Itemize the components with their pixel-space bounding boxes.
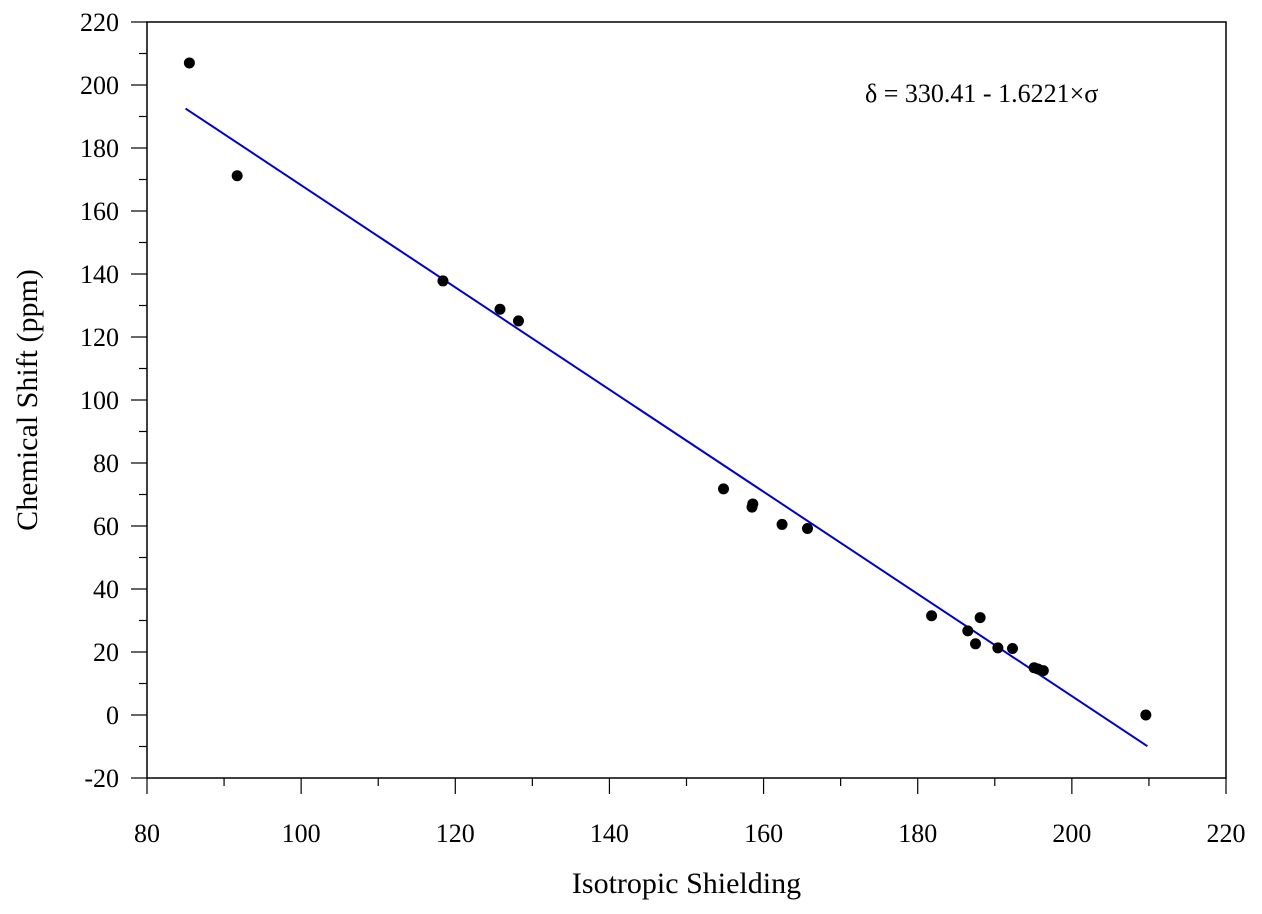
x-axis-ticks (146, 778, 1227, 794)
x-axis-tick-labels: 80 100 120 140 160 180 200 220 (134, 819, 1246, 848)
y-tick-label: -20 (84, 764, 119, 793)
y-tick-label: 40 (93, 575, 119, 604)
x-tick-label: 200 (1052, 819, 1091, 848)
x-tick-label: 120 (436, 819, 475, 848)
fit-equation: δ = 330.41 - 1.6221×σ (865, 79, 1098, 108)
data-point (992, 642, 1004, 654)
data-point (231, 170, 243, 182)
y-tick-label: 60 (93, 512, 119, 541)
data-point (717, 483, 729, 495)
y-tick-label: 140 (80, 260, 119, 289)
x-tick-label: 80 (134, 819, 160, 848)
y-tick-label: 100 (80, 386, 119, 415)
data-points (183, 57, 1152, 721)
x-axis-label: Isotropic Shielding (572, 867, 801, 900)
data-point (183, 57, 195, 69)
data-point (1140, 709, 1152, 721)
x-tick-label: 180 (898, 819, 937, 848)
y-axis-ticks (131, 21, 147, 779)
data-point (747, 498, 759, 510)
data-point (512, 315, 524, 327)
y-axis-tick-labels: -20 0 20 40 60 80 100 120 140 160 180 200 220 (80, 8, 119, 793)
data-point (437, 275, 449, 287)
data-point (970, 638, 982, 650)
y-tick-label: 120 (80, 323, 119, 352)
plot-frame (146, 21, 1227, 779)
data-point (974, 612, 986, 624)
y-tick-label: 180 (80, 134, 119, 163)
y-tick-label: 80 (93, 449, 119, 478)
x-tick-label: 220 (1207, 819, 1246, 848)
data-point (926, 610, 938, 622)
y-tick-label: 160 (80, 197, 119, 226)
y-tick-label: 20 (93, 638, 119, 667)
data-point (802, 523, 814, 535)
y-tick-label: 220 (80, 8, 119, 37)
fit-line-layer (184, 107, 1148, 748)
y-tick-label: 0 (106, 701, 119, 730)
data-point (1037, 665, 1049, 677)
fit-line (184, 107, 1148, 748)
data-point (962, 625, 974, 637)
x-tick-label: 160 (744, 819, 783, 848)
x-tick-label: 100 (282, 819, 321, 848)
y-axis-label: Chemical Shift (ppm) (11, 269, 44, 531)
data-point (1007, 643, 1019, 655)
x-tick-label: 140 (590, 819, 629, 848)
data-point (776, 518, 788, 530)
y-tick-label: 200 (80, 71, 119, 100)
data-point (494, 303, 506, 315)
